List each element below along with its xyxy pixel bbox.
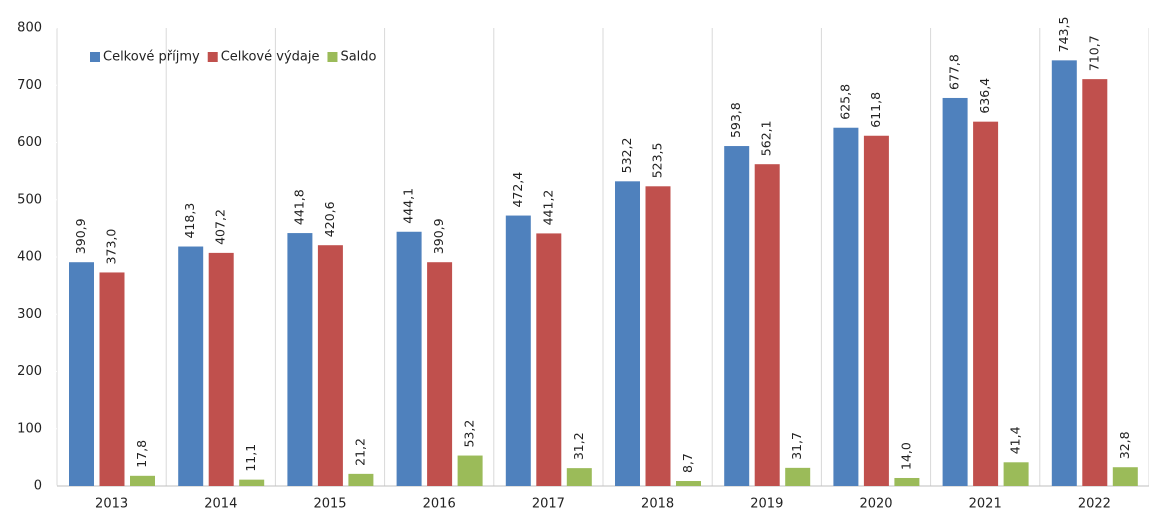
bar <box>69 262 94 486</box>
bar <box>754 164 780 486</box>
legend-label: Celkové příjmy <box>103 50 200 65</box>
x-tick-label: 2020 <box>859 497 892 512</box>
value-label: 523,5 <box>650 142 665 178</box>
legend-label: Celkové výdaje <box>221 50 320 65</box>
x-tick-label: 2019 <box>750 497 783 512</box>
x-tick-label: 2016 <box>423 497 456 512</box>
value-label: 373,0 <box>104 229 119 265</box>
value-label: 31,2 <box>571 432 586 460</box>
bar <box>287 233 313 486</box>
value-label: 532,2 <box>619 138 634 174</box>
value-label: 562,1 <box>759 120 774 156</box>
bar <box>99 272 125 486</box>
bar <box>536 233 562 486</box>
bar <box>833 127 859 487</box>
y-tick-label: 100 <box>17 421 42 436</box>
value-label: 472,4 <box>510 172 525 208</box>
value-label: 593,8 <box>728 102 743 138</box>
value-label: 611,8 <box>868 92 883 128</box>
bar <box>348 473 374 486</box>
value-label: 441,2 <box>540 190 555 226</box>
value-label: 53,2 <box>462 420 477 448</box>
x-tick-label: 2021 <box>969 497 1002 512</box>
bar <box>239 479 265 486</box>
bar <box>457 455 483 486</box>
value-label: 41,4 <box>1008 426 1023 454</box>
bar <box>1051 60 1077 486</box>
value-label: 11,1 <box>243 444 258 472</box>
bar <box>566 468 592 486</box>
bar <box>973 121 999 486</box>
value-label: 32,8 <box>1117 431 1132 459</box>
legend-swatch <box>327 52 338 62</box>
value-label: 14,0 <box>898 442 913 470</box>
bar <box>942 97 968 486</box>
value-label: 390,9 <box>431 218 446 254</box>
bar <box>645 186 671 486</box>
bar <box>785 467 811 486</box>
bar <box>676 481 701 486</box>
bar <box>317 245 343 486</box>
value-label: 420,6 <box>322 201 337 237</box>
value-label: 8,7 <box>680 453 695 473</box>
bar <box>1003 462 1029 486</box>
value-label: 17,8 <box>134 440 149 468</box>
value-label: 31,7 <box>789 432 804 460</box>
bar <box>894 477 920 486</box>
bar <box>1112 467 1138 486</box>
value-label: 625,8 <box>837 84 852 120</box>
y-tick-label: 300 <box>17 307 42 322</box>
bar <box>863 135 889 486</box>
value-label: 444,1 <box>401 188 416 224</box>
x-tick-label: 2014 <box>204 497 237 512</box>
bar <box>1082 79 1108 486</box>
value-label: 418,3 <box>182 203 197 239</box>
x-tick-label: 2022 <box>1078 497 1111 512</box>
value-label: 390,9 <box>73 218 88 254</box>
value-label: 710,7 <box>1086 35 1101 71</box>
value-label: 21,2 <box>352 438 367 466</box>
legend-swatch <box>90 52 100 62</box>
y-tick-label: 600 <box>17 135 42 150</box>
value-label: 636,4 <box>977 78 992 114</box>
y-tick-label: 800 <box>17 21 42 36</box>
bar <box>208 252 234 486</box>
x-tick-label: 2015 <box>313 497 346 512</box>
y-tick-label: 500 <box>17 192 42 207</box>
value-label: 441,8 <box>291 189 306 225</box>
x-tick-label: 2017 <box>532 497 565 512</box>
value-label: 407,2 <box>213 209 228 245</box>
value-label: 743,5 <box>1056 17 1071 53</box>
bar <box>178 246 204 486</box>
bar <box>130 475 155 486</box>
bar <box>615 181 640 487</box>
y-tick-label: 400 <box>17 250 42 265</box>
x-tick-label: 2018 <box>641 497 674 512</box>
legend-swatch <box>207 52 218 62</box>
bar <box>505 215 531 486</box>
bar <box>427 262 453 486</box>
legend-label: Saldo <box>340 50 376 65</box>
y-tick-label: 0 <box>34 479 42 494</box>
value-label: 677,8 <box>947 54 962 90</box>
bar <box>724 146 750 486</box>
y-tick-label: 200 <box>17 364 42 379</box>
y-tick-label: 700 <box>17 78 42 93</box>
bar <box>396 231 422 486</box>
x-tick-label: 2013 <box>95 497 128 512</box>
